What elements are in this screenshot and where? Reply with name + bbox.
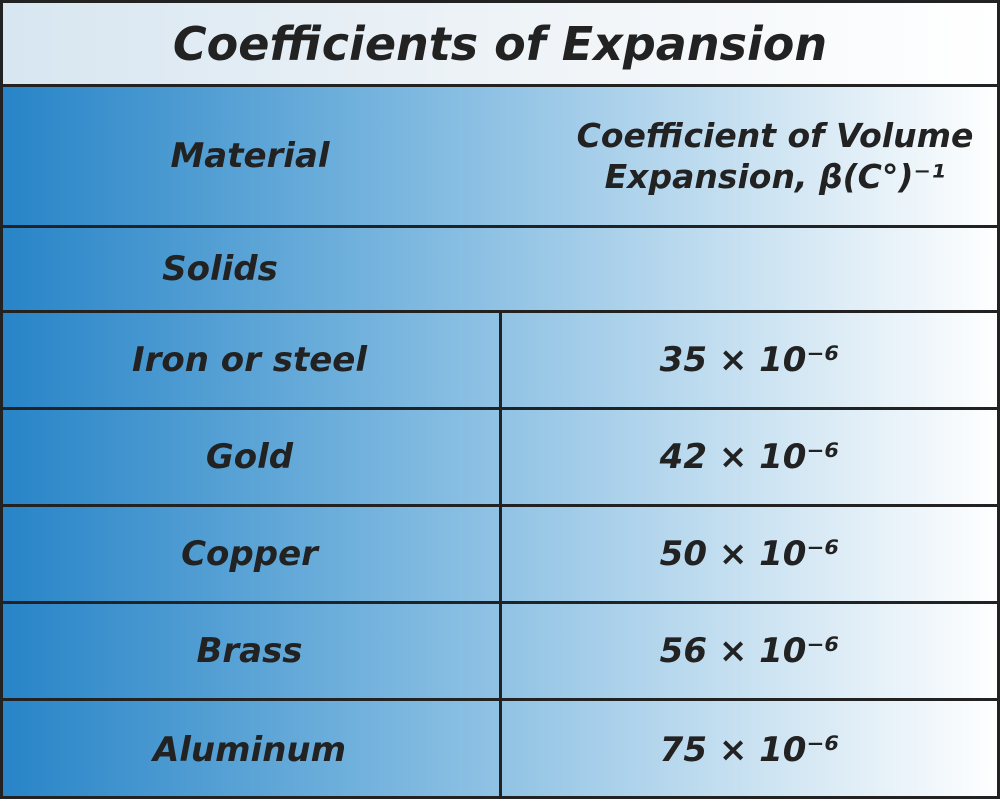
section-label: Solids <box>162 249 278 289</box>
header-row: Material Coefficient of Volume Expansion… <box>0 87 1000 228</box>
header-cell: Material <box>170 136 330 176</box>
material-cell: Aluminum <box>0 701 502 798</box>
data-row: Brass 56 × 10⁻⁶ <box>0 604 1000 701</box>
table-title: Coefficients of Expansion <box>172 16 828 71</box>
coefficient-cell: 56 × 10⁻⁶ <box>659 631 840 671</box>
data-row: Iron or steel 35 × 10⁻⁶ <box>0 313 1000 410</box>
header-cell: Coefficient of Volume Expansion, β(C°)⁻¹ <box>576 115 974 196</box>
material-cell: Brass <box>0 604 502 698</box>
coefficient-cell: 50 × 10⁻⁶ <box>659 534 840 574</box>
data-row: Gold 42 × 10⁻⁶ <box>0 410 1000 507</box>
title-row: Coefficients of Expansion <box>0 0 1000 87</box>
coefficient-cell: 75 × 10⁻⁶ <box>659 729 840 770</box>
data-row: Copper 50 × 10⁻⁶ <box>0 507 1000 604</box>
section-row: Solids <box>0 228 1000 313</box>
material-cell: Copper <box>0 507 502 601</box>
coefficient-cell: 35 × 10⁻⁶ <box>659 340 840 380</box>
material-cell: Iron or steel <box>0 313 502 407</box>
coefficient-cell: 42 × 10⁻⁶ <box>659 437 840 477</box>
material-cell: Gold <box>0 410 502 504</box>
data-row: Aluminum 75 × 10⁻⁶ <box>0 701 1000 798</box>
